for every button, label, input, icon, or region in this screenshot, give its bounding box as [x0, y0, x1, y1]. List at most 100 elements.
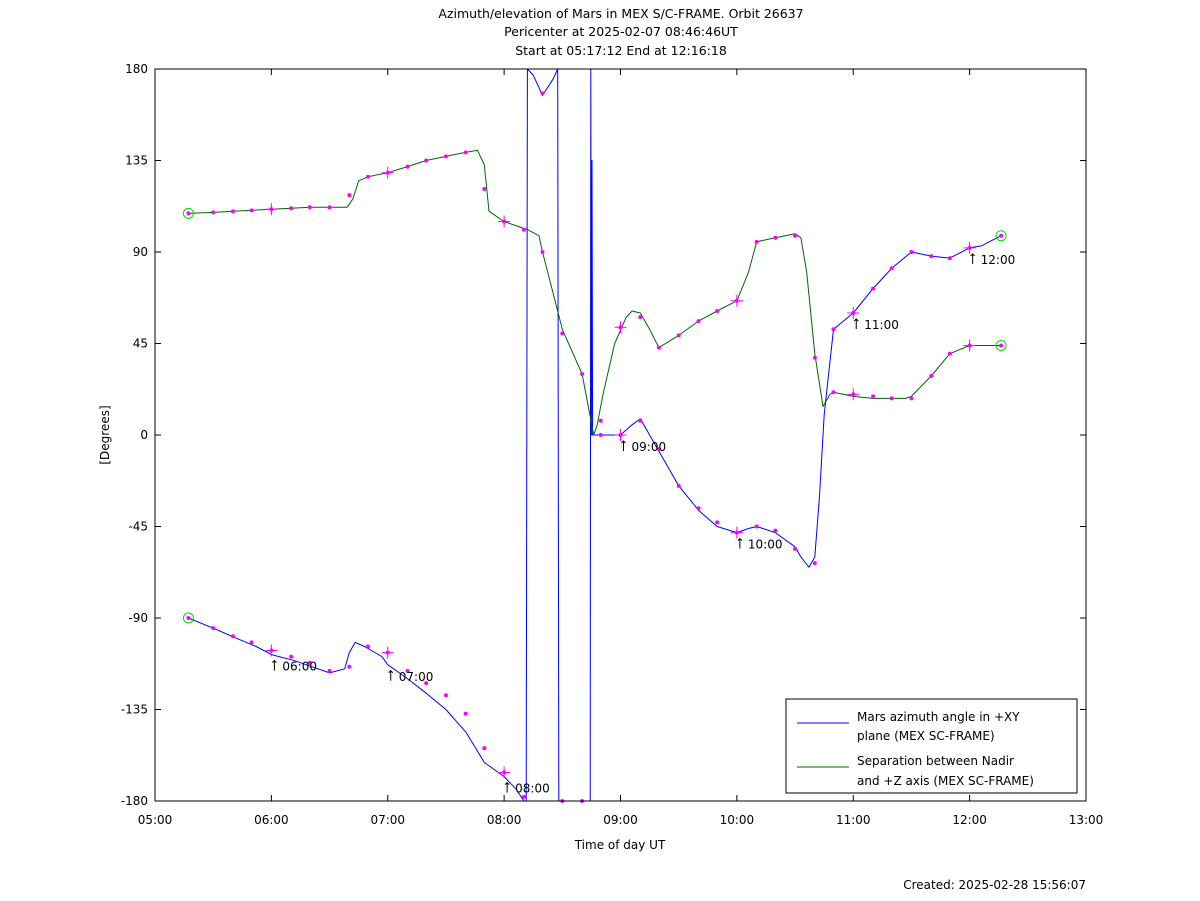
sample-point-separation	[618, 325, 623, 330]
plot-area-frame	[154, 68, 1087, 802]
sample-point-separation	[289, 206, 294, 211]
axis-ticks: 05:00 06:00 07:00 08:00 09:00 10:00 11:00 12:00…	[121, 62, 1104, 827]
x-tick-label: 11:00	[836, 813, 871, 827]
sample-point-azimuth	[812, 561, 817, 566]
sample-point-separation	[347, 193, 352, 198]
sample-point-separation	[929, 374, 934, 379]
sample-point-azimuth	[999, 233, 1004, 238]
sample-point-azimuth	[638, 418, 643, 423]
sample-point-azimuth	[443, 693, 448, 698]
x-tick-label: 05:00	[138, 813, 173, 827]
time-annotation-label: 11:00	[864, 318, 899, 332]
sample-point-separation	[327, 205, 332, 210]
y-tick-label: -45	[128, 520, 148, 534]
sample-point-azimuth	[909, 250, 914, 254]
x-tick-label: 08:00	[487, 813, 522, 827]
legend-label-azimuth-line-1: Mars azimuth angle in +XY	[857, 710, 1020, 724]
sample-point-separation	[365, 174, 370, 179]
time-annotation-arrow	[853, 318, 859, 329]
sample-point-azimuth	[696, 506, 701, 511]
legend-label-separation-line-1: Separation between Nadir	[857, 754, 1014, 768]
sample-point-separation	[269, 207, 274, 212]
sample-point-separation	[999, 343, 1004, 348]
sample-point-separation	[424, 158, 429, 163]
sample-point-azimuth	[540, 91, 545, 96]
title-line-3: Start at 05:17:12 End at 12:16:18	[515, 43, 727, 58]
sample-point-azimuth	[773, 528, 778, 533]
sample-point-azimuth	[754, 524, 759, 529]
x-tick-label: 09:00	[603, 813, 638, 827]
chart-title: Azimuth/elevation of Mars in MEX S/C-FRA…	[438, 6, 803, 58]
time-annotation-arrow	[388, 670, 394, 681]
sample-point-azimuth	[871, 286, 876, 291]
endpoint-marker-separation	[995, 340, 1007, 352]
sample-point-separation	[947, 351, 952, 356]
y-axis-label: [Degrees]	[98, 405, 112, 464]
sample-point-separation	[909, 396, 914, 401]
sample-point-azimuth	[851, 311, 856, 315]
created-footer: Created: 2025-02-28 15:56:07	[903, 878, 1086, 892]
y-tick-label: 135	[125, 154, 148, 168]
y-tick-label: 0	[140, 428, 148, 442]
legend-label-separation-line-2: and +Z axis (MEX SC-FRAME)	[857, 774, 1034, 788]
endpoint-marker-azimuth	[182, 612, 194, 624]
sample-point-separation	[715, 308, 720, 313]
sample-point-separation	[307, 205, 312, 210]
y-tick-label: 180	[125, 62, 148, 76]
x-tick-label: 10:00	[720, 813, 755, 827]
sample-point-azimuth	[249, 640, 254, 645]
sample-point-separation	[186, 211, 191, 216]
sample-point-separation	[521, 227, 526, 232]
series-line-azimuth	[188, 68, 1002, 802]
sample-point-separation	[793, 233, 798, 238]
x-tick-label: 13:00	[1069, 813, 1104, 827]
time-annotation-label: 12:00	[981, 253, 1016, 267]
sample-point-separation	[871, 394, 876, 399]
sample-point-azimuth	[889, 266, 894, 271]
sample-point-azimuth	[967, 245, 972, 250]
sample-point-azimuth	[502, 770, 507, 775]
sample-point-azimuth	[521, 794, 526, 799]
sample-point-separation	[463, 150, 468, 155]
time-labels-layer: 06:00 07:00 08:00 09:00 10:00 11:00 12:00	[272, 253, 1015, 796]
sample-point-separation	[560, 331, 565, 336]
sample-point-separation	[385, 170, 390, 175]
y-tick-label: -135	[121, 703, 148, 717]
time-annotation-arrow	[621, 440, 626, 451]
time-annotation-label: 09:00	[632, 440, 667, 454]
sample-point-azimuth	[186, 616, 191, 620]
sample-point-separation	[502, 219, 507, 224]
title-line-1: Azimuth/elevation of Mars in MEX S/C-FRA…	[438, 6, 803, 21]
x-axis-label: Time of day UT	[574, 838, 666, 852]
y-tick-label: 90	[133, 245, 148, 259]
sample-point-azimuth	[365, 644, 370, 649]
title-line-2: Pericenter at 2025-02-07 08:46:46UT	[504, 24, 738, 39]
sample-point-azimuth	[831, 327, 836, 332]
sample-point-azimuth	[618, 433, 623, 437]
markers-layer	[182, 91, 1007, 803]
series-line-separation	[188, 149, 1001, 436]
sample-point-azimuth	[347, 664, 352, 669]
sample-point-azimuth	[327, 668, 332, 673]
x-tick-label: 07:00	[370, 813, 405, 827]
sample-point-azimuth	[463, 711, 468, 716]
sample-point-separation	[773, 235, 778, 240]
time-annotation-label: 10:00	[748, 538, 783, 552]
y-tick-label: -180	[121, 794, 148, 808]
sample-point-separation	[967, 343, 972, 348]
sample-point-separation	[482, 186, 487, 191]
sample-point-separation	[656, 345, 661, 350]
time-annotation-label: 08:00	[515, 782, 550, 796]
time-annotation-arrow	[737, 537, 743, 549]
time-annotation-label: 07:00	[399, 670, 434, 684]
sample-point-azimuth	[211, 626, 216, 631]
sample-point-azimuth	[424, 681, 429, 686]
sample-point-azimuth	[715, 520, 720, 525]
sample-point-separation	[889, 396, 894, 401]
x-tick-label: 12:00	[952, 813, 987, 827]
sample-point-azimuth	[230, 634, 235, 639]
sample-point-azimuth	[793, 546, 798, 551]
y-tick-label: 45	[133, 337, 148, 351]
y-tick-label: -90	[128, 611, 148, 625]
